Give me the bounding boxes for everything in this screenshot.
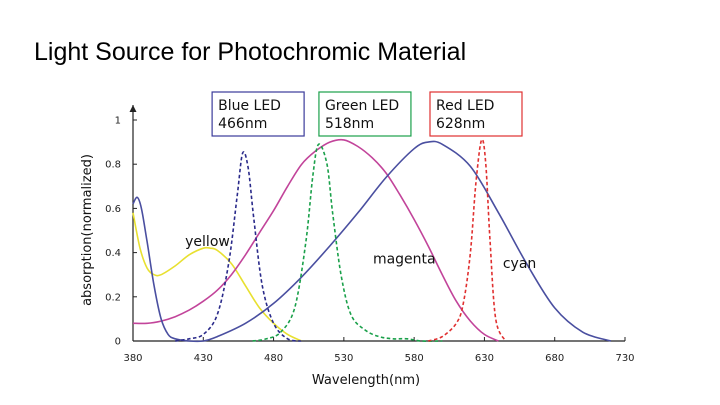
x-tick-label: 680 — [545, 353, 564, 364]
led-label-green-led: Green LED 518nm — [318, 91, 412, 137]
y-tick-label: 0.6 — [105, 204, 121, 215]
led-label-name: Red LED — [436, 98, 494, 114]
curve-label-yellow: yellow — [185, 234, 230, 250]
series-line-cyan — [132, 140, 612, 343]
x-tick-label: 480 — [264, 353, 283, 364]
y-axis-arrow — [129, 105, 137, 112]
led-label-box — [318, 91, 412, 137]
x-tick-label: 730 — [615, 353, 634, 364]
x-tick-label: 380 — [123, 353, 142, 364]
led-label-name: Blue LED — [218, 98, 281, 114]
chart-axes: 380 430 480 530 580 630 680 730 0 0.2 0.4 0.6 0.8 1 — [105, 105, 635, 364]
series-line-red-led-628nm — [427, 138, 507, 342]
led-label-blue-led: Blue LED 466nm — [211, 91, 305, 137]
led-label-red-led: Red LED 628nm — [429, 91, 523, 137]
y-axis-label: absorption(normalized) — [80, 154, 95, 306]
y-tick-label: 1 — [115, 116, 121, 127]
x-tick-label: 430 — [194, 353, 213, 364]
x-tick-label: 580 — [405, 353, 424, 364]
series-line-green-led-518nm — [252, 143, 443, 342]
y-tick-label: 0.8 — [105, 160, 121, 171]
x-tick-label: 530 — [334, 353, 353, 364]
chart-labels: yellow magenta cyan Blue LED 466nm Green LED 5… — [185, 91, 536, 272]
y-tick-label: 0 — [115, 337, 121, 348]
led-label-box — [429, 91, 523, 137]
led-label-name: Green LED — [325, 98, 399, 114]
curve-label-magenta: magenta — [373, 252, 436, 268]
led-label-wavelength: 466nm — [218, 116, 267, 132]
x-axis-label: Wavelength(nm) — [312, 373, 420, 388]
chart-series — [132, 138, 612, 343]
led-label-wavelength: 628nm — [436, 116, 485, 132]
slide-title: Light Source for Photochromic Material — [34, 38, 467, 66]
led-label-box — [211, 91, 305, 137]
y-tick-label: 0.4 — [105, 248, 121, 259]
led-label-wavelength: 518nm — [325, 116, 374, 132]
series-line-yellow — [132, 212, 303, 342]
x-tick-label: 630 — [475, 353, 494, 364]
curve-label-cyan: cyan — [503, 256, 536, 272]
y-tick-label: 0.2 — [105, 292, 121, 303]
series-line-blue-led-466nm — [175, 151, 302, 342]
